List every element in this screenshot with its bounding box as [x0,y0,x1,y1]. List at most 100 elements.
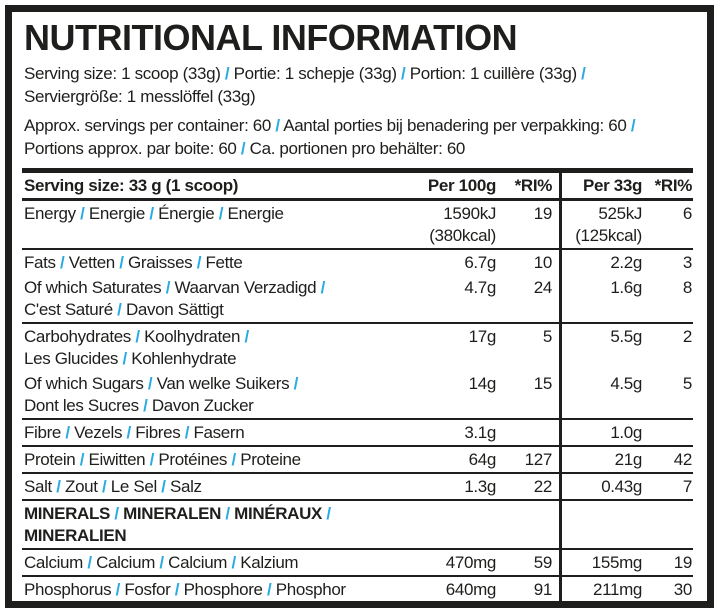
separator-slash-icon: / [145,204,154,223]
text-segment: Fats / [24,253,65,272]
nutrition-section-fibre: Fibre / Vezels / Fibres / Fasern 3.1g 1.0g [22,420,693,447]
separator-slash-icon: / [271,116,280,135]
text-segment: Carbohydrates / [24,327,140,346]
table-row: Protein / Eiwitten / Protéines / Protein… [22,447,693,472]
separator-slash-icon: / [145,450,155,469]
separator-slash-icon: / [75,204,85,223]
separator-slash-icon: / [60,423,70,442]
text-segment: MINERALEN / [123,504,230,523]
per-100g-ri-value [499,501,559,548]
separator-slash-icon: / [240,327,249,346]
nutrient-label-line: Of which Saturates / Waarvan Verzadigd / [24,277,415,299]
per-100g-ri-value: 15 [533,374,553,393]
separator-slash-icon: / [111,580,121,599]
nutrient-label: Calcium / Calcium / Calcium / Kalzium [22,550,419,575]
separator-slash-icon: / [75,450,85,469]
nutrition-section-protein: Protein / Eiwitten / Protéines / Protein… [22,447,693,474]
table-row: Calcium / Calcium / Calcium / Kalzium 470… [22,550,693,575]
text-segment: Les Glucides / [24,349,127,368]
per-100g-value: 640mg [445,580,497,599]
separator-slash-icon: / [227,553,236,572]
text-segment: Vezels / [74,423,131,442]
per-33g-ri-value: 5 [682,374,692,393]
table-body: Energy / Energie / Énergie / Energie 1590… [22,201,693,601]
nutrient-label-line: Dont les Sucres / Davon Zucker [24,395,415,417]
per-100g-value: 17g [468,327,497,346]
nutrient-label: Fibre / Vezels / Fibres / Fasern [22,420,419,445]
per-33g-value: 4.5g [559,371,643,418]
text-segment: Ca. portionen pro behälter: 60 [249,138,466,158]
nutrient-label-line: C'est Saturé / Davon Sättigt [24,299,415,321]
nutrient-label-line: MINERALS / MINERALEN / MINÉRAUX / MINERA… [24,503,415,547]
nutrient-label: Protein / Eiwitten / Protéines / Protein… [22,447,419,472]
text-segment: Zout / [65,477,107,496]
separator-slash-icon: / [180,423,190,442]
label-content: NUTRITIONAL INFORMATION Serving size: 1 … [12,12,707,601]
text-segment: Calcium / [24,553,92,572]
separator-slash-icon: / [155,553,164,572]
text-segment: Energy / [24,204,85,223]
text-segment: Protéines / [158,450,236,469]
separator-slash-icon: / [143,374,153,393]
nutrient-label: Carbohydrates / Koolhydraten / Les Glucid… [22,324,419,371]
text-segment: MINERALS / [24,504,119,523]
per-100g-value: 64g [468,450,497,469]
per-33g-value: 21g [559,447,643,472]
nutrient-label-line: Les Glucides / Kohlenhydrate [24,348,415,370]
separator-slash-icon: / [97,477,107,496]
text-segment: Fette [205,253,243,272]
separator-slash-icon: / [112,300,122,319]
text-segment: Serving size: 1 scoop (33g) / [24,64,230,83]
nutrition-section-phosphorus: Phosphorus / Fosfor / Phosphore / Phosph… [22,577,693,601]
column-header-per-100g: Per 100g [427,176,496,195]
text-segment: Of which Saturates / [24,278,171,297]
nutrient-label-line: Fats / Vetten / Graisses / Fette [24,252,415,274]
separator-slash-icon: / [122,423,131,442]
table-row: Energy / Energie / Énergie / Energie 1590… [22,201,693,248]
text-segment: Phosphorus / [24,580,120,599]
serving-size-line-2: Serviergröße: 1 messlöffel (33g) [24,86,693,109]
text-segment: Énergie / [158,204,224,223]
nutrient-label: Energy / Energie / Énergie / Energie [22,201,419,248]
text-segment: Kalzium [240,553,299,572]
table-row: Of which Saturates / Waarvan Verzadigd /… [22,275,693,322]
per-33g-ri-value: 8 [682,278,692,297]
text-segment: Graisses / [128,253,202,272]
text-segment: Fibres / [135,423,190,442]
per-33g-value: 2.2g [559,250,643,275]
per-33g-value: 525kJ (125kcal) [559,201,643,248]
serving-size-header: Serving size: 33 g (1 scoop) [24,176,239,195]
separator-slash-icon: / [138,396,148,415]
separator-slash-icon: / [262,580,272,599]
text-segment: Portions approx. par boite: 60 / [24,138,246,158]
separator-slash-icon: / [227,450,236,469]
table-row: Fats / Vetten / Graisses / Fette 6.7g 10 2.… [22,250,693,275]
per-100g-value: 3.1g [464,423,496,442]
per-33g-ri-value: 19 [673,553,693,572]
nutrient-label-line: Fibre / Vezels / Fibres / Fasern [24,422,415,444]
separator-slash-icon: / [214,204,224,223]
nutrient-label-line: Of which Sugars / Van welke Suikers / [24,373,415,395]
per-33g-ri-value: 7 [682,477,692,496]
text-segment: Fosfor / [124,580,180,599]
table-header-row: Serving size: 33 g (1 scoop) Per 100g *R… [22,173,693,201]
per-33g-ri-value [643,501,693,548]
nutrient-label-line: Salt / Zout / Le Sel / Salz [24,476,415,498]
separator-slash-icon: / [130,327,140,346]
column-header-ri-100g: *RI% [514,176,553,195]
nutrient-label: Salt / Zout / Le Sel / Salz [22,474,419,499]
per-33g-ri-value: 3 [682,253,692,272]
text-segment: Serviergröße: 1 messlöffel (33g) [24,86,256,106]
per-100g-ri-value: 10 [533,253,553,272]
nutrition-section-carbohydrates: Carbohydrates / Koolhydraten / Les Glucid… [22,324,693,420]
nutrient-label: Fats / Vetten / Graisses / Fette [22,250,419,275]
separator-slash-icon: / [55,253,65,272]
per-100g-value [419,501,499,548]
separator-slash-icon: / [114,253,124,272]
text-segment: Kohlenhydrate [131,349,237,368]
text-segment: Of which Sugars / [24,374,153,393]
intro-text: Serving size: 1 scoop (33g) / Portie: 1 … [24,63,693,160]
per-33g-ri-value [643,420,693,445]
per-33g-value: 0.43g [559,474,643,499]
per-100g-ri-value: 24 [533,278,553,297]
